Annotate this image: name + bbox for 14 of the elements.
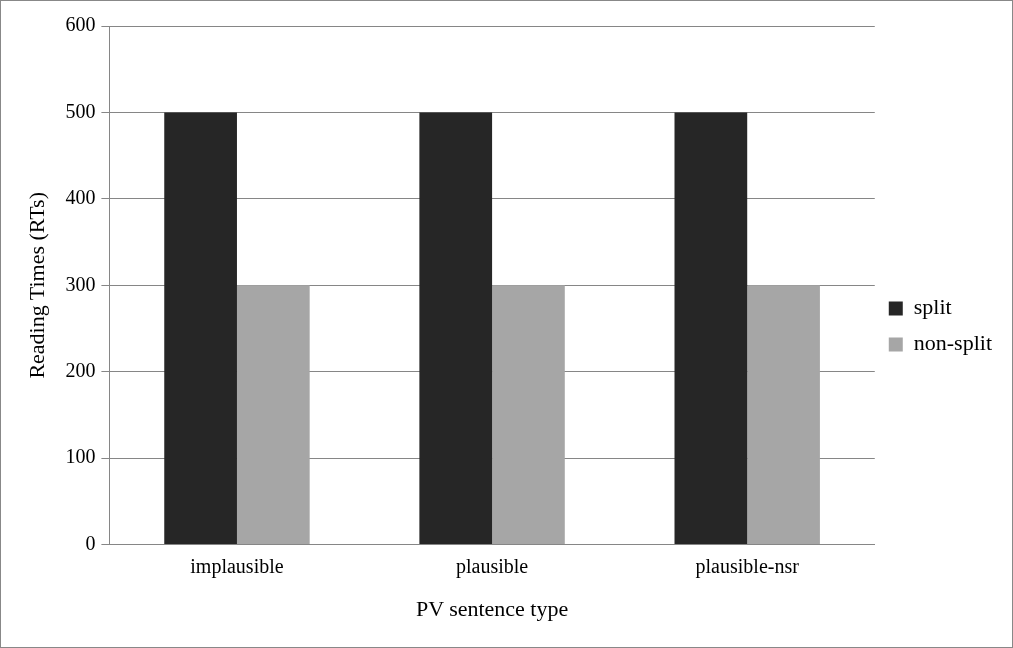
y-tick-label: 100 <box>65 445 96 468</box>
y-tick-label: 500 <box>65 99 96 122</box>
x-tick-label: plausible <box>455 554 529 578</box>
y-axis-title: Reading Times (RTs) <box>23 192 49 379</box>
y-tick-label: 300 <box>65 272 96 295</box>
x-axis-title: PV sentence type <box>415 595 569 621</box>
legend-label: non-split <box>913 330 993 356</box>
y-tick-label: 0 <box>85 531 96 554</box>
y-tick-label: 400 <box>65 186 96 209</box>
x-tick-label: plausible-nsr <box>695 554 800 578</box>
x-tick-label: implausible <box>190 554 284 578</box>
y-tick-label: 600 <box>65 13 96 36</box>
legend-label: split <box>913 294 952 320</box>
y-tick-label: 200 <box>65 358 96 381</box>
